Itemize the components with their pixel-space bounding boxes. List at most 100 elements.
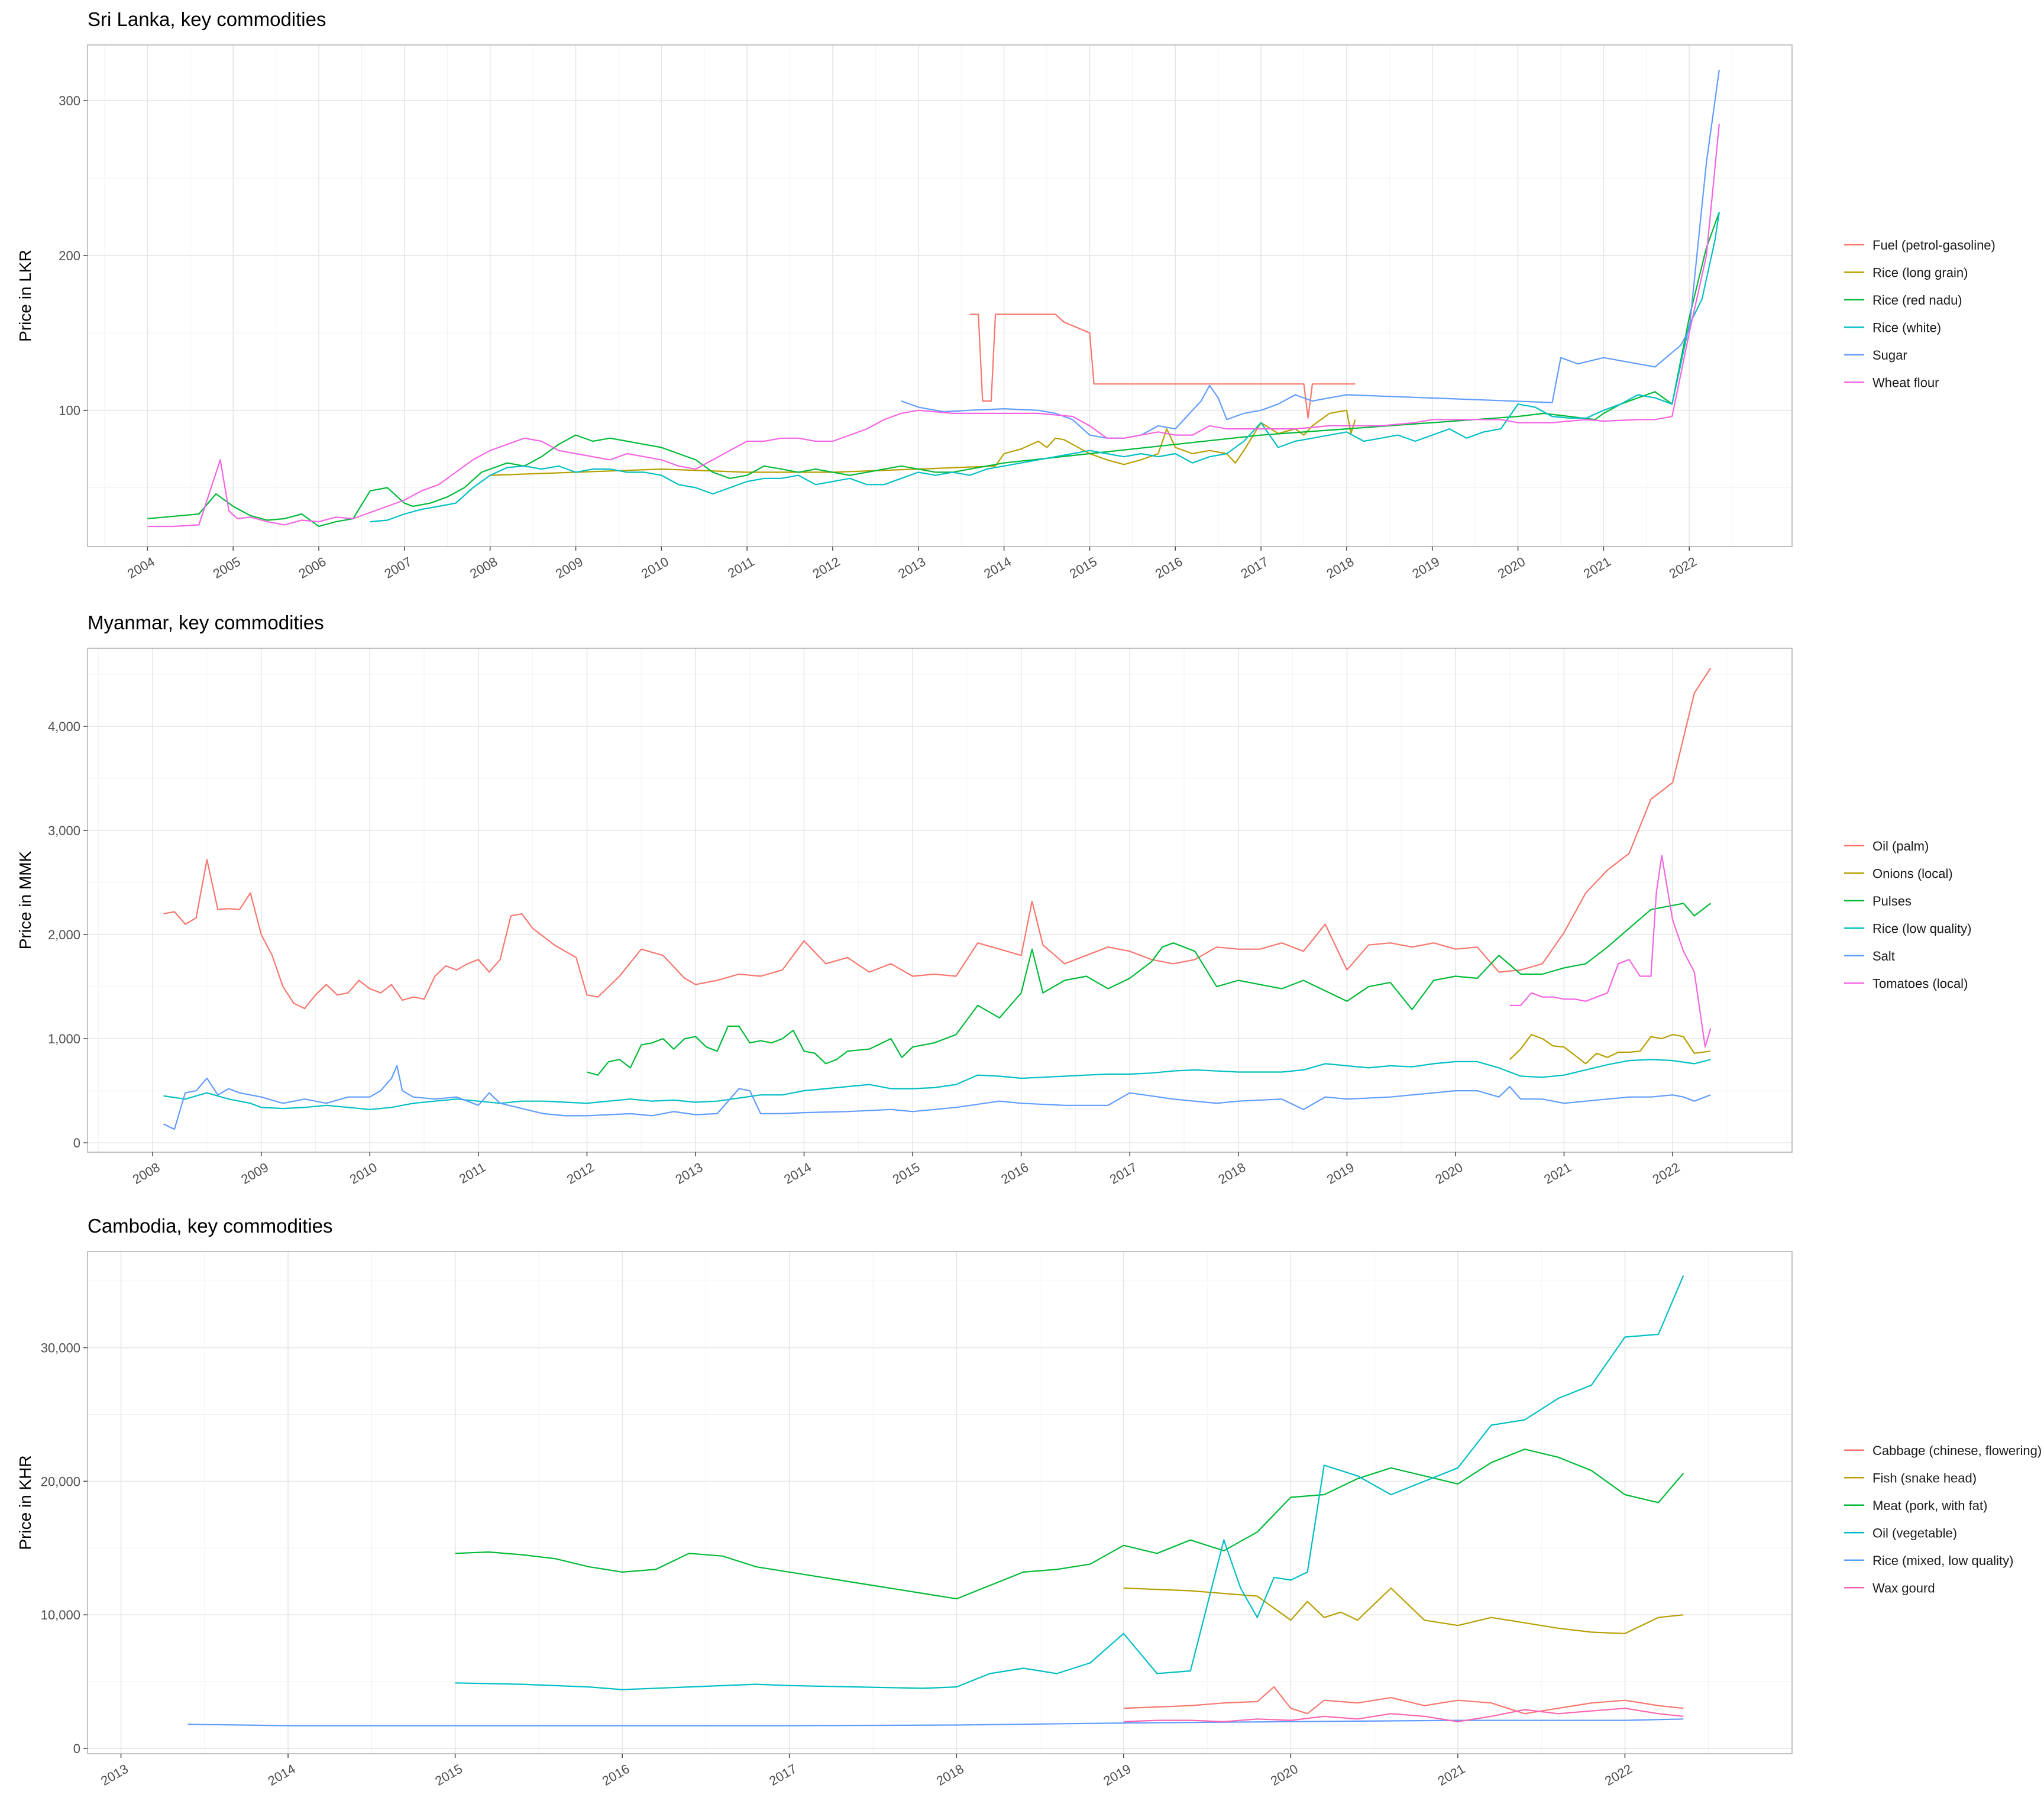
chart-panel-1: Sri Lanka, key commodities 100 200 300 2004 2… xyxy=(16,8,1996,581)
legend-label-2: Fish (snake head) xyxy=(1872,1470,1977,1485)
x-tick-label: 2007 xyxy=(381,554,414,581)
chart-title: Myanmar, key commodities xyxy=(88,612,324,633)
x-tick-label: 2016 xyxy=(1153,554,1185,581)
x-tick-label: 2014 xyxy=(266,1761,298,1789)
series-line-2 xyxy=(1123,1587,1684,1634)
x-tick-label: 2009 xyxy=(238,1160,271,1187)
series-line-4 xyxy=(455,1275,1684,1690)
series-line-6 xyxy=(147,124,1720,528)
series-line-6 xyxy=(1123,1708,1684,1722)
series-line-6 xyxy=(1509,855,1712,1048)
x-tick-label: 2019 xyxy=(1409,554,1442,581)
legend-label-1: Fuel (petrol-gasoline) xyxy=(1872,238,1996,253)
y-tick-label: 100 xyxy=(59,403,80,418)
series-line-3 xyxy=(587,903,1711,1076)
x-tick-label: 2018 xyxy=(934,1761,966,1789)
x-tick-label: 2014 xyxy=(781,1160,814,1187)
x-tick-label: 2005 xyxy=(211,554,243,581)
legend-label-3: Rice (red nadu) xyxy=(1872,293,1962,308)
x-tick-label: 2010 xyxy=(639,554,671,581)
y-tick-label: 1,000 xyxy=(48,1032,80,1046)
x-tick-label: 2013 xyxy=(98,1761,131,1789)
panel-border xyxy=(87,1251,1793,1754)
x-tick-label: 2022 xyxy=(1602,1761,1635,1789)
y-tick-label: 20,000 xyxy=(41,1474,80,1489)
y-tick-label: 200 xyxy=(59,248,80,263)
x-tick-label: 2018 xyxy=(1215,1160,1248,1187)
y-axis-label: Price in KHR xyxy=(16,1455,34,1550)
x-tick-label: 2017 xyxy=(1107,1160,1140,1187)
y-tick-label: 2,000 xyxy=(48,927,80,942)
x-tick-label: 2021 xyxy=(1435,1761,1468,1789)
legend-label-1: Cabbage (chinese, flowering) xyxy=(1872,1443,2042,1458)
x-tick-label: 2015 xyxy=(890,1160,923,1187)
legend: Cabbage (chinese, flowering) Fish (snake … xyxy=(1844,1443,2042,1595)
chart-panel-3: Cambodia, key commodities 0 10,000 20,000 30… xyxy=(16,1215,2042,1789)
legend: Oil (palm) Onions (local) Pulses Rice (low … xyxy=(1844,839,1972,991)
y-tick-label: 300 xyxy=(59,93,80,108)
x-tick-label: 2020 xyxy=(1495,554,1528,581)
legend-label-6: Tomatoes (local) xyxy=(1872,976,1968,991)
x-tick-label: 2018 xyxy=(1324,554,1357,581)
y-tick-label: 0 xyxy=(73,1741,80,1756)
legend-label-5: Sugar xyxy=(1872,348,1907,363)
legend-label-2: Rice (long grain) xyxy=(1872,265,1968,280)
series-line-3 xyxy=(147,212,1720,528)
x-tick-label: 2015 xyxy=(1067,554,1099,581)
series-line-1 xyxy=(1123,1686,1684,1715)
series-line-2 xyxy=(1509,1033,1711,1065)
chart-panel-2: Myanmar, key commodities 0 1,000 2,000 3,000… xyxy=(16,612,1972,1187)
y-axis-label: Price in MMK xyxy=(16,851,34,949)
legend-label-4: Oil (vegetable) xyxy=(1872,1525,1957,1540)
x-tick-label: 2022 xyxy=(1650,1160,1683,1187)
series-line-5 xyxy=(163,1065,1711,1130)
series-line-4 xyxy=(163,1059,1711,1110)
x-tick-label: 2012 xyxy=(564,1160,597,1187)
x-tick-label: 2020 xyxy=(1268,1761,1301,1789)
legend-label-5: Salt xyxy=(1872,949,1895,964)
legend-label-6: Wheat flour xyxy=(1872,375,1939,390)
y-tick-label: 30,000 xyxy=(41,1341,80,1356)
x-tick-label: 2019 xyxy=(1324,1160,1357,1187)
chart-title: Cambodia, key commodities xyxy=(88,1215,333,1237)
y-axis-label: Price in LKR xyxy=(16,250,34,342)
legend-label-1: Oil (palm) xyxy=(1872,839,1929,853)
series-line-4 xyxy=(370,212,1720,523)
x-tick-label: 2011 xyxy=(457,1160,488,1186)
panel-border xyxy=(87,648,1793,1153)
series-line-1 xyxy=(969,313,1356,419)
x-tick-label: 2008 xyxy=(130,1160,163,1187)
x-tick-label: 2015 xyxy=(432,1761,465,1789)
x-tick-label: 2016 xyxy=(998,1160,1031,1187)
legend-label-6: Wax gourd xyxy=(1872,1580,1935,1595)
x-tick-label: 2020 xyxy=(1433,1160,1466,1187)
x-tick-label: 2016 xyxy=(600,1761,632,1789)
legend-label-4: Rice (white) xyxy=(1872,320,1941,335)
series-line-1 xyxy=(163,667,1712,1010)
series-line-2 xyxy=(490,409,1356,476)
series-line-5 xyxy=(187,1718,1684,1727)
x-tick-label: 2011 xyxy=(725,554,756,581)
x-tick-label: 2006 xyxy=(296,554,329,581)
x-tick-label: 2021 xyxy=(1541,1160,1574,1187)
y-tick-label: 10,000 xyxy=(41,1608,80,1622)
x-tick-label: 2017 xyxy=(1238,554,1271,581)
y-tick-label: 0 xyxy=(73,1136,80,1150)
legend-label-4: Rice (low quality) xyxy=(1872,921,1972,936)
x-tick-label: 2014 xyxy=(981,554,1014,581)
x-tick-label: 2012 xyxy=(810,554,843,581)
legend-label-5: Rice (mixed, low quality) xyxy=(1872,1553,2013,1568)
x-tick-label: 2021 xyxy=(1581,554,1613,581)
legend-label-3: Meat (pork, with fat) xyxy=(1872,1498,1987,1513)
x-tick-label: 2022 xyxy=(1667,554,1699,581)
y-tick-label: 4,000 xyxy=(48,719,80,734)
x-tick-label: 2009 xyxy=(553,554,586,581)
x-tick-label: 2008 xyxy=(467,554,500,581)
x-tick-label: 2010 xyxy=(347,1160,380,1187)
x-tick-label: 2013 xyxy=(895,554,928,581)
x-tick-label: 2013 xyxy=(673,1160,706,1187)
chart-title: Sri Lanka, key commodities xyxy=(88,8,326,30)
series-line-5 xyxy=(901,69,1720,439)
